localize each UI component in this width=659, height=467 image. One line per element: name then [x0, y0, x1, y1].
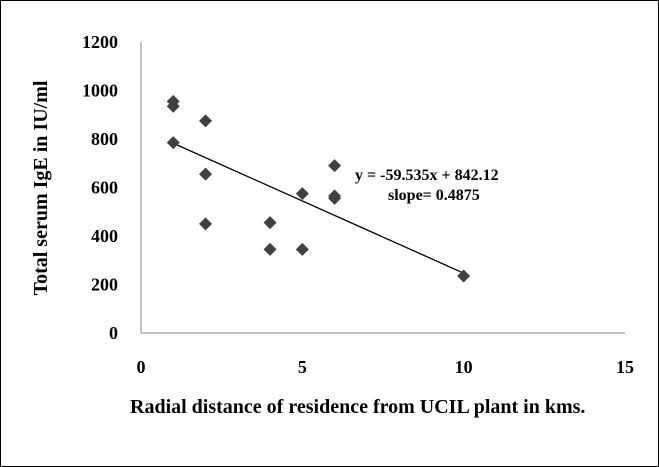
y-tick-label: 200 — [91, 275, 118, 295]
data-point — [295, 242, 309, 256]
x-tick-label: 15 — [616, 357, 634, 377]
data-point — [166, 99, 180, 113]
data-point — [166, 136, 180, 150]
x-tick-label: 10 — [455, 357, 473, 377]
data-point — [199, 167, 213, 181]
trendline-equation: y = -59.535x + 842.12 — [355, 167, 499, 184]
slope-annotation: slope= 0.4875 — [388, 187, 480, 204]
data-point — [457, 269, 471, 283]
data-point — [263, 216, 277, 230]
data-point — [199, 114, 213, 128]
y-axis-title: Total serum IgE in IU/ml — [30, 80, 52, 295]
y-tick-label: 400 — [91, 226, 118, 246]
x-tick-labels: 0 5 10 15 — [137, 357, 635, 377]
data-point — [263, 242, 277, 256]
y-tick-label: 800 — [91, 129, 118, 149]
y-tick-label: 1200 — [82, 32, 118, 52]
y-tick-labels: 0 200 400 600 800 1000 1200 — [82, 32, 118, 343]
data-point — [199, 217, 213, 231]
x-tick-label: 0 — [137, 357, 146, 377]
x-tick-label: 5 — [298, 357, 307, 377]
y-tick-label: 1000 — [82, 81, 118, 101]
y-tick-label: 600 — [91, 178, 118, 198]
trend-line — [173, 142, 464, 274]
data-points — [166, 94, 471, 283]
data-point — [328, 191, 342, 205]
y-tick-label: 0 — [109, 323, 118, 343]
data-point — [328, 159, 342, 173]
axes — [140, 42, 625, 334]
data-point — [295, 187, 309, 201]
x-axis-title: Radial distance of residence from UCIL p… — [130, 396, 586, 418]
